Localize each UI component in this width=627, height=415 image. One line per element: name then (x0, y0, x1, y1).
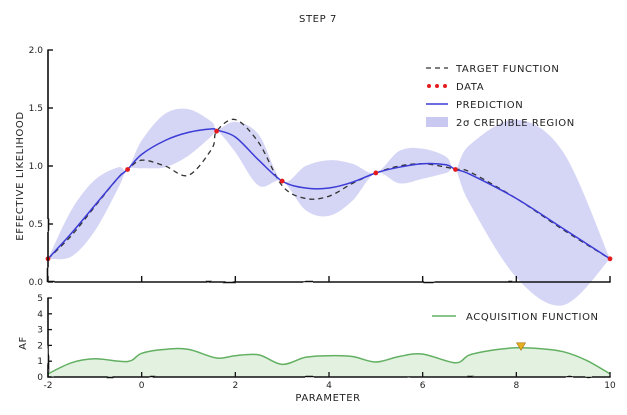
legend-swatch-data (443, 84, 447, 88)
af-x-tick-label: -2 (44, 381, 53, 391)
main-y-tick-label: 1.0 (29, 162, 44, 172)
legend-label: ACQUISITION FUNCTION (466, 312, 599, 323)
next-sample-marker (515, 342, 527, 351)
legend-swatch-region (426, 117, 448, 127)
data-point (373, 170, 379, 176)
acquisition-line (47, 346, 611, 375)
data-point (279, 178, 285, 184)
main-y-tick-label: 1.5 (29, 104, 43, 114)
af-y-axis-label: AF (18, 336, 29, 350)
af-x-tick-label: 8 (513, 381, 519, 391)
chart-title: STEP 7 (299, 14, 337, 25)
af-y-tick-label: 1 (37, 357, 43, 367)
legend-swatch-data (435, 84, 439, 88)
af-y-tick-label: 2 (37, 341, 43, 351)
data-point (453, 167, 458, 172)
data-point (607, 256, 613, 262)
main-y-tick-label: 0.0 (29, 278, 44, 288)
af-x-tick-label: 4 (326, 381, 332, 391)
acquisition-area-layer (47, 342, 611, 377)
af-y-tick-label: 4 (37, 310, 43, 320)
x-axis-label: PARAMETER (295, 393, 360, 404)
main-legend: TARGET FUNCTION DATA PREDICTION 2σ CREDIBLE… (426, 64, 575, 129)
credible-region-band (48, 108, 610, 306)
legend-label: PREDICTION (456, 100, 523, 111)
data-point (125, 167, 131, 172)
credible-region-band-layer (48, 108, 610, 306)
data-point (214, 128, 220, 134)
af-x-tick-label: 2 (232, 381, 238, 391)
legend-label: 2σ CREDIBLE REGION (456, 118, 575, 129)
legend-label: DATA (456, 82, 484, 93)
af-legend: ACQUISITION FUNCTION (432, 312, 599, 323)
af-x-tick-label: 6 (420, 381, 426, 391)
af-y-tick-label: 0 (37, 373, 43, 383)
af-x-tick-label: 0 (139, 381, 145, 391)
main-y-tick-label: 2.0 (29, 46, 44, 56)
af-y-tick-label: 5 (37, 294, 43, 304)
data-points-layer (45, 128, 613, 262)
af-y-tick-label: 3 (37, 326, 43, 336)
legend-label: TARGET FUNCTION (455, 64, 559, 75)
af-x-tick-label: 10 (604, 381, 616, 391)
legend-swatch-data (427, 84, 431, 88)
main-y-tick-label: 0.5 (29, 220, 43, 230)
main-axes: 0.0 0.5 1.0 1.5 2.0 (29, 46, 611, 288)
main-y-axis-label: EFFECTIVE LIKELIHOOD (15, 111, 26, 240)
